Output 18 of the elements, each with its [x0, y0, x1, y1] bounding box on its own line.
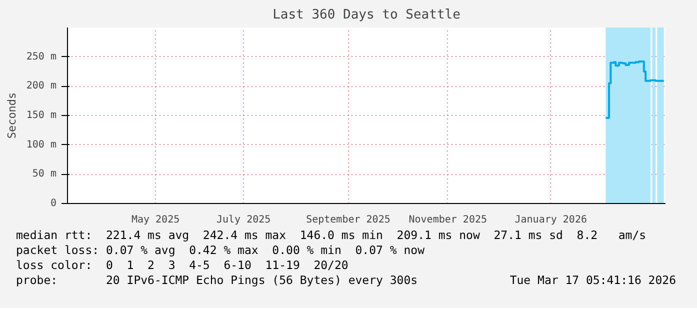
- text: loss color: 0 1 2 3 4-5 6-10 11-19 20/20: [16, 258, 350, 273]
- y-tick-label: 200 m: [26, 80, 57, 92]
- x-tick-label: January 2026: [514, 214, 588, 226]
- x-tick-label: November 2025: [408, 214, 488, 226]
- y-axis-title: Seconds: [5, 92, 18, 139]
- x-tick-label: May 2025: [131, 214, 180, 226]
- text: probe: 20 IPv6-ICMP Echo Pings (56 Bytes) every 300s: [16, 273, 418, 288]
- y-tick-label: 0: [50, 198, 57, 209]
- text: Tue Mar 17 05:41:16 2026: [510, 273, 676, 288]
- chart-title: Last 360 Days to Seattle: [272, 8, 461, 22]
- text: median rtt: 221.4 ms avg 242.4 ms max 146.0 ms min 209.1 ms now 27.1 ms sd 8.2 am/s: [16, 228, 648, 243]
- x-tick-label: September 2025: [306, 214, 390, 226]
- y-tick-label: 150 m: [26, 110, 57, 121]
- x-tick-label: July 2025: [216, 214, 271, 226]
- text: packet loss: 0.07 % avg 0.42 % max 0.00 % min 0.07 % now: [16, 243, 426, 258]
- y-tick-label: 250 m: [26, 51, 57, 62]
- y-tick-label: 50 m: [32, 168, 57, 180]
- y-tick-label: 100 m: [26, 139, 57, 150]
